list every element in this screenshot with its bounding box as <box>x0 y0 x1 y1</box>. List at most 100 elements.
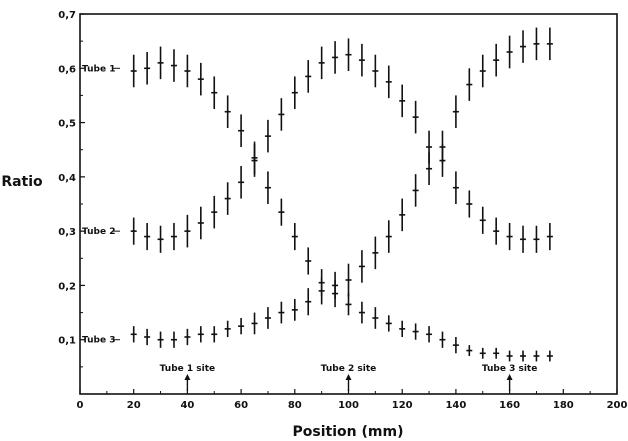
data-point <box>305 60 312 93</box>
data-point <box>533 225 540 253</box>
data-point <box>372 307 379 329</box>
data-point <box>144 52 151 85</box>
series-3 <box>130 27 553 348</box>
data-point <box>211 326 218 343</box>
data-point <box>197 206 204 240</box>
y-tick-label: 0,1 <box>58 336 76 347</box>
data-point <box>278 98 285 131</box>
data-point <box>466 190 473 218</box>
data-point <box>399 84 406 118</box>
data-point <box>264 119 271 153</box>
data-point <box>506 223 513 251</box>
data-point <box>197 326 204 343</box>
y-tick-label: 0,4 <box>58 173 76 184</box>
data-point <box>318 277 325 305</box>
data-point <box>264 307 271 329</box>
data-point <box>291 223 298 251</box>
data-point <box>130 217 137 245</box>
y-tick-label: 0,5 <box>58 119 76 130</box>
data-point <box>412 323 419 340</box>
x-tick-label: 120 <box>392 400 413 411</box>
y-axis: 0,1 0,2 0,3 0,4 0,5 0,6 0,7 <box>58 10 85 368</box>
y-axis-title: Ratio <box>1 174 43 190</box>
site-label: Tube 2 site <box>321 364 376 374</box>
y-tick-label: 0,6 <box>58 64 76 75</box>
data-point <box>345 293 352 316</box>
data-point <box>170 331 177 348</box>
series-labels: Tube 1 Tube 2 Tube 3 <box>82 64 120 346</box>
data-point <box>506 35 513 69</box>
x-tick-label: 200 <box>607 400 628 411</box>
data-point <box>184 328 191 346</box>
data-point <box>452 95 459 128</box>
y-tick-label: 0,7 <box>58 10 76 21</box>
data-point <box>479 206 486 234</box>
data-point <box>224 95 231 128</box>
series-label: Tube 2 <box>82 227 116 237</box>
site-arrow-head <box>506 374 513 380</box>
x-tick-label: 60 <box>234 400 248 411</box>
data-point <box>533 350 540 362</box>
data-point <box>412 100 419 134</box>
data-point <box>278 198 285 226</box>
data-point <box>372 236 379 270</box>
data-point <box>546 350 553 362</box>
data-point <box>493 43 500 77</box>
data-point <box>224 182 231 215</box>
series-1 <box>130 46 553 362</box>
data-point <box>332 41 339 74</box>
data-point <box>493 217 500 245</box>
x-tick-label: 100 <box>338 400 359 411</box>
data-point <box>372 54 379 88</box>
data-point <box>466 345 473 356</box>
data-point <box>144 328 151 346</box>
y-tick-label: 0,2 <box>58 281 76 292</box>
data-point <box>130 54 137 88</box>
site-arrow-head <box>345 374 352 380</box>
site-annotation: Tube 1 site <box>160 364 215 391</box>
data-point <box>238 318 245 335</box>
data-point <box>546 27 553 61</box>
data-point <box>493 347 500 359</box>
data-series <box>130 27 553 362</box>
site-label: Tube 3 site <box>482 364 537 374</box>
x-tick-label: 80 <box>288 400 302 411</box>
data-point <box>170 49 177 82</box>
x-axis: 0 20 40 60 80 100 120 140 160 180 200 <box>77 389 628 411</box>
data-point <box>238 114 245 147</box>
data-point <box>533 27 540 61</box>
data-point <box>184 214 191 248</box>
data-point <box>466 68 473 101</box>
data-point <box>305 247 312 275</box>
data-point <box>211 195 218 229</box>
site-annotation: Tube 3 site <box>482 364 537 391</box>
x-axis-title: Position (mm) <box>293 424 404 440</box>
data-point <box>130 326 137 343</box>
y-tick-label: 0,3 <box>58 227 76 238</box>
site-label: Tube 1 site <box>160 364 215 374</box>
data-point <box>211 76 218 109</box>
site-annotations: Tube 1 site Tube 2 site Tube 3 site <box>160 364 537 391</box>
data-point <box>426 152 433 185</box>
data-point <box>278 301 285 324</box>
data-point <box>452 337 459 354</box>
data-point <box>520 225 527 253</box>
data-point <box>291 299 298 321</box>
series-2 <box>130 38 553 253</box>
data-point <box>224 320 231 337</box>
site-annotation: Tube 2 site <box>321 364 376 391</box>
data-point <box>264 171 271 204</box>
data-point <box>399 320 406 337</box>
series-label: Tube 1 <box>82 64 116 74</box>
data-point <box>184 54 191 88</box>
data-point <box>345 38 352 71</box>
data-point <box>520 350 527 362</box>
data-point <box>479 347 486 359</box>
data-point <box>318 46 325 80</box>
data-point <box>251 144 258 177</box>
data-point <box>157 46 164 80</box>
data-point <box>332 271 339 299</box>
data-point <box>238 166 245 199</box>
data-point <box>546 223 553 251</box>
